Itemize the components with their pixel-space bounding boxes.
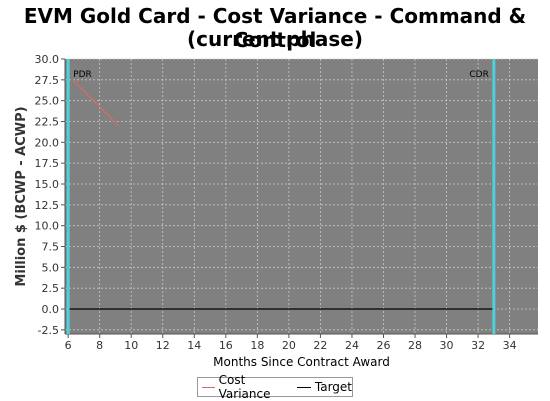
x-tick-label: 28 bbox=[408, 339, 422, 352]
x-axis-ticks: 6 8 10 12 14 16 18 20 22 24 26 28 30 32 34 bbox=[65, 333, 538, 352]
y-tick-label: 12.5 bbox=[35, 199, 60, 212]
y-tick-label: 20.0 bbox=[35, 136, 60, 149]
y-tick-label: 27.5 bbox=[35, 74, 60, 87]
legend-item-cost-variance: Cost Variance bbox=[202, 373, 293, 401]
x-tick-label: 8 bbox=[96, 339, 103, 352]
cost-variance-line bbox=[72, 79, 120, 127]
milestone-label-pdr: PDR bbox=[73, 70, 92, 80]
y-tick-label: 17.5 bbox=[35, 157, 60, 170]
x-axis-label: Months Since Contract Award bbox=[213, 355, 390, 369]
x-tick-label: 32 bbox=[471, 339, 485, 352]
legend-swatch-cost-variance bbox=[202, 386, 215, 388]
x-tick-label: 18 bbox=[250, 339, 264, 352]
y-tick-label: 5.0 bbox=[42, 261, 60, 274]
x-tick-label: 30 bbox=[440, 339, 454, 352]
legend-item-target: Target bbox=[296, 380, 352, 394]
x-tick-label: 26 bbox=[376, 339, 390, 352]
y-tick-label: 15.0 bbox=[35, 178, 60, 191]
legend-label-cost-variance: Cost Variance bbox=[218, 373, 271, 401]
x-tick-label: 22 bbox=[313, 339, 327, 352]
x-tick-label: 16 bbox=[219, 339, 233, 352]
x-tick-label: 6 bbox=[65, 339, 72, 352]
y-axis-ticks: -2.5 0.0 2.5 5.0 7.5 10.0 12.5 15.0 17.5 20.0 22.5… bbox=[35, 53, 66, 337]
x-tick-label: 34 bbox=[503, 339, 517, 352]
plot-background bbox=[65, 59, 538, 334]
y-tick-label: 22.5 bbox=[35, 116, 60, 129]
y-tick-label: 30.0 bbox=[35, 53, 60, 66]
y-axis-label: Million $ (BCWP - ACWP) bbox=[14, 106, 29, 286]
y-tick-label: 7.5 bbox=[42, 241, 60, 254]
y-tick-label: 2.5 bbox=[42, 282, 60, 295]
y-tick-label: 0.0 bbox=[42, 303, 60, 316]
legend-swatch-target bbox=[296, 386, 311, 388]
x-tick-label: 10 bbox=[124, 339, 138, 352]
y-tick-label: -2.5 bbox=[38, 324, 59, 337]
legend: Cost Variance Target bbox=[197, 373, 353, 401]
y-tick-label: 25.0 bbox=[35, 95, 60, 108]
x-tick-label: 14 bbox=[187, 339, 201, 352]
x-tick-label: 12 bbox=[156, 339, 170, 352]
chart-title: EVM Gold Card - Cost Variance - Command … bbox=[23, 4, 527, 52]
series-lines bbox=[68, 79, 494, 310]
legend-label-target: Target bbox=[314, 380, 352, 394]
x-tick-label: 20 bbox=[282, 339, 296, 352]
chart-subtitle: (current phase) bbox=[187, 27, 363, 51]
milestone-label-cdr: CDR bbox=[469, 70, 488, 80]
x-tick-label: 24 bbox=[345, 339, 359, 352]
y-tick-label: 10.0 bbox=[35, 220, 60, 233]
milestone-markers: PDR CDR bbox=[66, 59, 496, 334]
